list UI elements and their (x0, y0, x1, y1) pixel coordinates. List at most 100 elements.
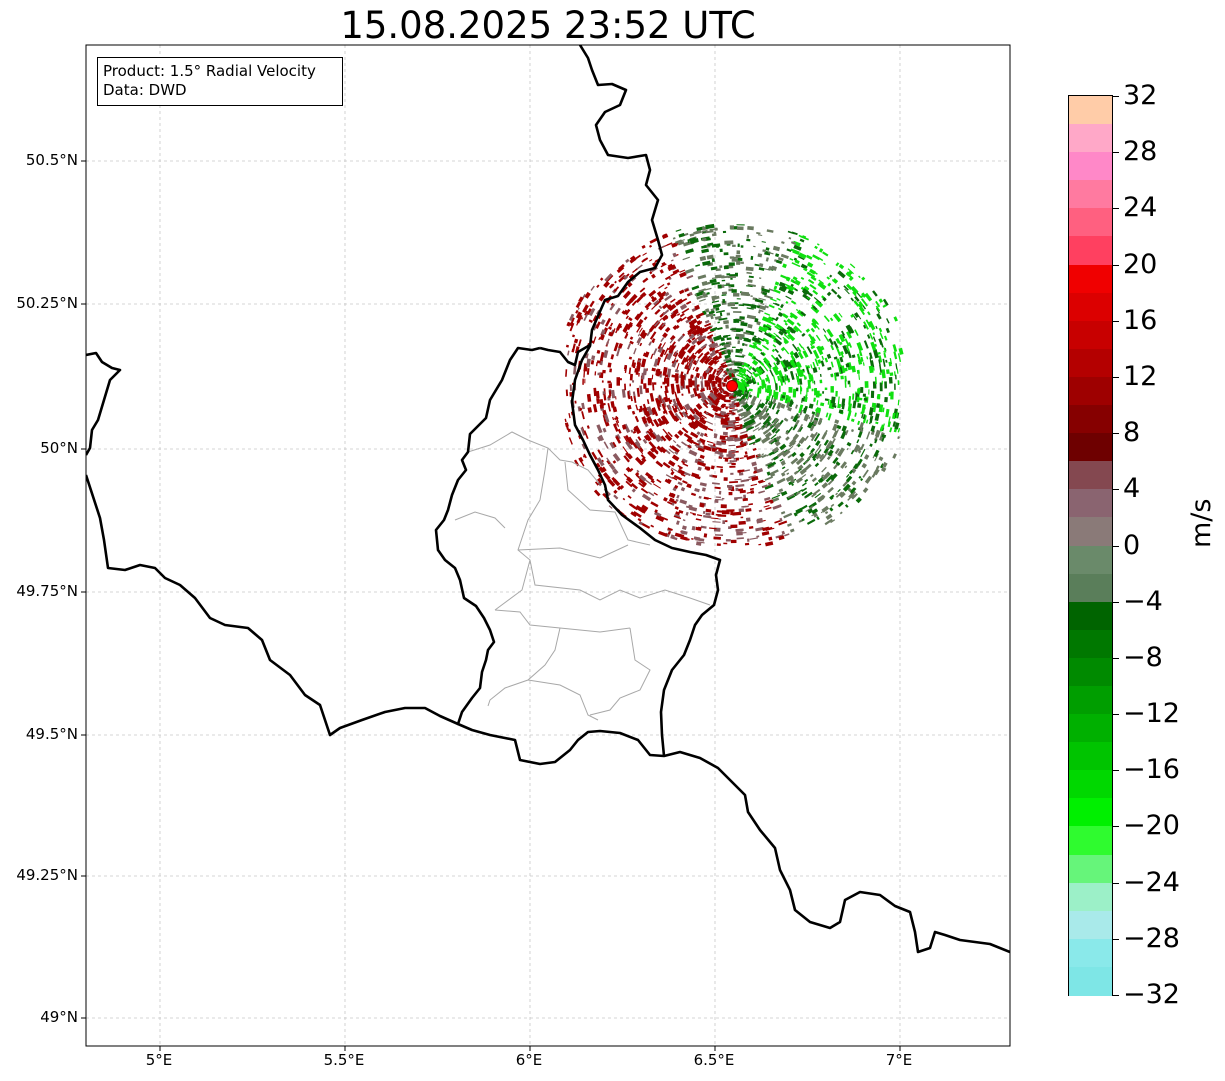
echo-bin (875, 307, 881, 314)
echo-bin (723, 378, 728, 383)
echo-bin (612, 406, 618, 413)
echo-bin (745, 404, 754, 412)
echo-bin (737, 469, 745, 473)
echo-bin (848, 396, 852, 405)
echo-bin (654, 509, 658, 514)
echo-bin (833, 372, 837, 381)
echo-bin (757, 304, 767, 311)
echo-bin (706, 334, 714, 339)
echo-bin (720, 376, 724, 381)
echo-bin (813, 297, 822, 304)
echo-bin (811, 321, 818, 329)
echo-bin (743, 331, 751, 335)
echo-bin (880, 466, 887, 473)
echo-bin (787, 366, 791, 370)
colorbar-tick-mark (1113, 320, 1119, 322)
echo-bin (727, 275, 736, 279)
echo-bin (800, 311, 807, 317)
echo-bin (644, 471, 654, 480)
echo-bin (770, 265, 777, 271)
echo-bin (885, 327, 890, 334)
echo-bin (685, 248, 694, 254)
echo-bin (764, 541, 774, 547)
echo-bin (670, 310, 679, 318)
echo-bin (735, 348, 741, 353)
echo-bin (790, 241, 797, 245)
echo-bin (872, 290, 878, 297)
echo-bin (694, 385, 698, 392)
echo-bin (641, 372, 645, 380)
echo-bin (721, 279, 726, 282)
echo-bin (619, 484, 625, 490)
echo-bin (824, 518, 833, 526)
echo-bin (734, 416, 740, 422)
echo-bin (677, 481, 683, 486)
echo-bin (757, 337, 765, 342)
echo-bin (773, 455, 779, 461)
echo-bin (846, 447, 849, 451)
echo-bin (675, 520, 680, 525)
echo-bin (819, 455, 826, 463)
echo-bin (846, 283, 853, 291)
echo-bin (762, 364, 769, 372)
echo-bin (631, 300, 637, 306)
echo-bin (821, 466, 827, 473)
echo-bin (815, 412, 820, 418)
echo-bin (821, 482, 829, 489)
colorbar-band (1069, 685, 1112, 715)
echo-bin (858, 475, 862, 479)
echo-bin (696, 439, 702, 444)
echo-bin (635, 505, 645, 513)
echo-bin (898, 347, 904, 355)
echo-bin (731, 460, 738, 463)
echo-bin (824, 387, 828, 390)
echo-bin (753, 335, 757, 338)
echo-bin (726, 368, 736, 375)
echo-bin (577, 307, 580, 310)
echo-bin (659, 446, 667, 454)
echo-bin (827, 366, 832, 371)
echo-bin (642, 252, 647, 256)
echo-bin (629, 383, 631, 387)
echo-bin (762, 249, 767, 253)
colorbar-band (1069, 601, 1112, 631)
echo-bin (865, 319, 872, 328)
map-title: 15.08.2025 23:52 UTC (340, 4, 756, 47)
colorbar-tick-label: −8 (1123, 641, 1163, 673)
echo-bin (756, 455, 763, 459)
echo-bin (719, 248, 723, 253)
echo-bin (692, 366, 695, 371)
echo-bin (772, 504, 782, 510)
echo-bin (749, 376, 752, 379)
echo-bin (830, 519, 836, 524)
echo-bin (784, 418, 788, 422)
echo-bin (778, 520, 788, 526)
echo-bin (627, 437, 635, 446)
echo-bin (817, 281, 827, 290)
echo-bin (764, 476, 773, 481)
echo-bin (735, 254, 741, 258)
echo-bin (603, 441, 609, 449)
echo-bin (609, 322, 614, 327)
echo-bin (714, 355, 723, 362)
echo-bin (612, 416, 615, 421)
echo-bin (653, 511, 662, 518)
echo-bin (878, 456, 884, 462)
echo-bin (644, 422, 649, 428)
echo-bin (670, 470, 675, 476)
echo-bin (857, 303, 865, 312)
echo-bin (840, 461, 848, 469)
echo-bin (736, 250, 741, 255)
echo-bin (812, 457, 817, 462)
echo-bin (696, 431, 701, 436)
echo-bin (750, 295, 753, 298)
echo-bin (882, 461, 888, 468)
echo-bin (667, 431, 673, 438)
echo-bin (688, 506, 693, 509)
echo-bin (641, 292, 647, 298)
echo-bin (783, 468, 789, 473)
echo-bin (740, 396, 748, 405)
echo-bin (745, 330, 755, 336)
echo-bin (785, 329, 791, 335)
colorbar-band (1069, 517, 1112, 547)
